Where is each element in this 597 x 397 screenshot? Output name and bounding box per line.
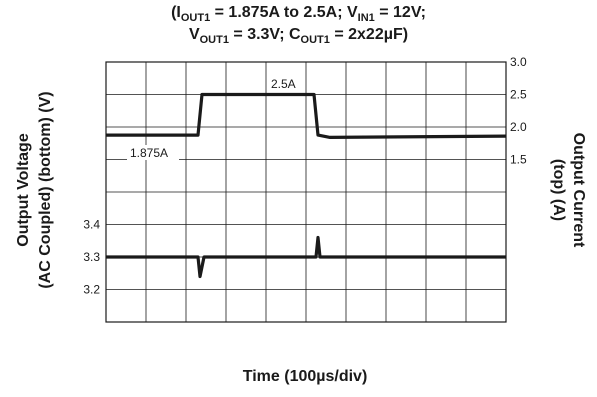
annotation-low-current: 1.875A — [130, 146, 168, 160]
current-trace — [106, 92, 507, 139]
annotation-low-bg — [127, 145, 179, 160]
left-tick-label: 3.4 — [83, 218, 100, 232]
right-axis-title-line-2: (top) (A) — [550, 159, 567, 221]
chart-title-line-1: (IOUT1 = 1.875A to 2.5A; VIN1 = 12V; — [171, 4, 426, 25]
left-axis-title-line-1: Output Voltage — [15, 133, 32, 247]
annotations: 1.875A 2.5A — [127, 76, 296, 160]
annotation-high-bg — [268, 76, 296, 91]
right-tick-label: 1.5 — [510, 153, 527, 167]
grid — [105, 61, 507, 323]
traces — [106, 92, 507, 279]
x-axis-title: Time (100µs/div) — [243, 368, 368, 385]
left-axis-title-line-2: (AC Coupled) (bottom) (V) — [37, 91, 54, 288]
right-tick-label: 3.0 — [510, 55, 527, 69]
right-tick-label: 2.5 — [510, 88, 527, 102]
annotation-high-current: 2.5A — [271, 77, 296, 91]
tick-labels: 3.0 2.5 2.0 1.5 3.4 3.3 3.2 — [83, 55, 527, 297]
right-tick-label: 2.0 — [510, 120, 527, 134]
chart-title-line-2: VOUT1 = 3.3V; COUT1 = 2x22µF) — [188, 26, 409, 47]
left-tick-label: 3.3 — [83, 250, 100, 264]
right-axis-title-line-1: Output Current — [570, 133, 587, 248]
left-tick-label: 3.2 — [83, 283, 100, 297]
voltage-trace — [106, 235, 506, 279]
